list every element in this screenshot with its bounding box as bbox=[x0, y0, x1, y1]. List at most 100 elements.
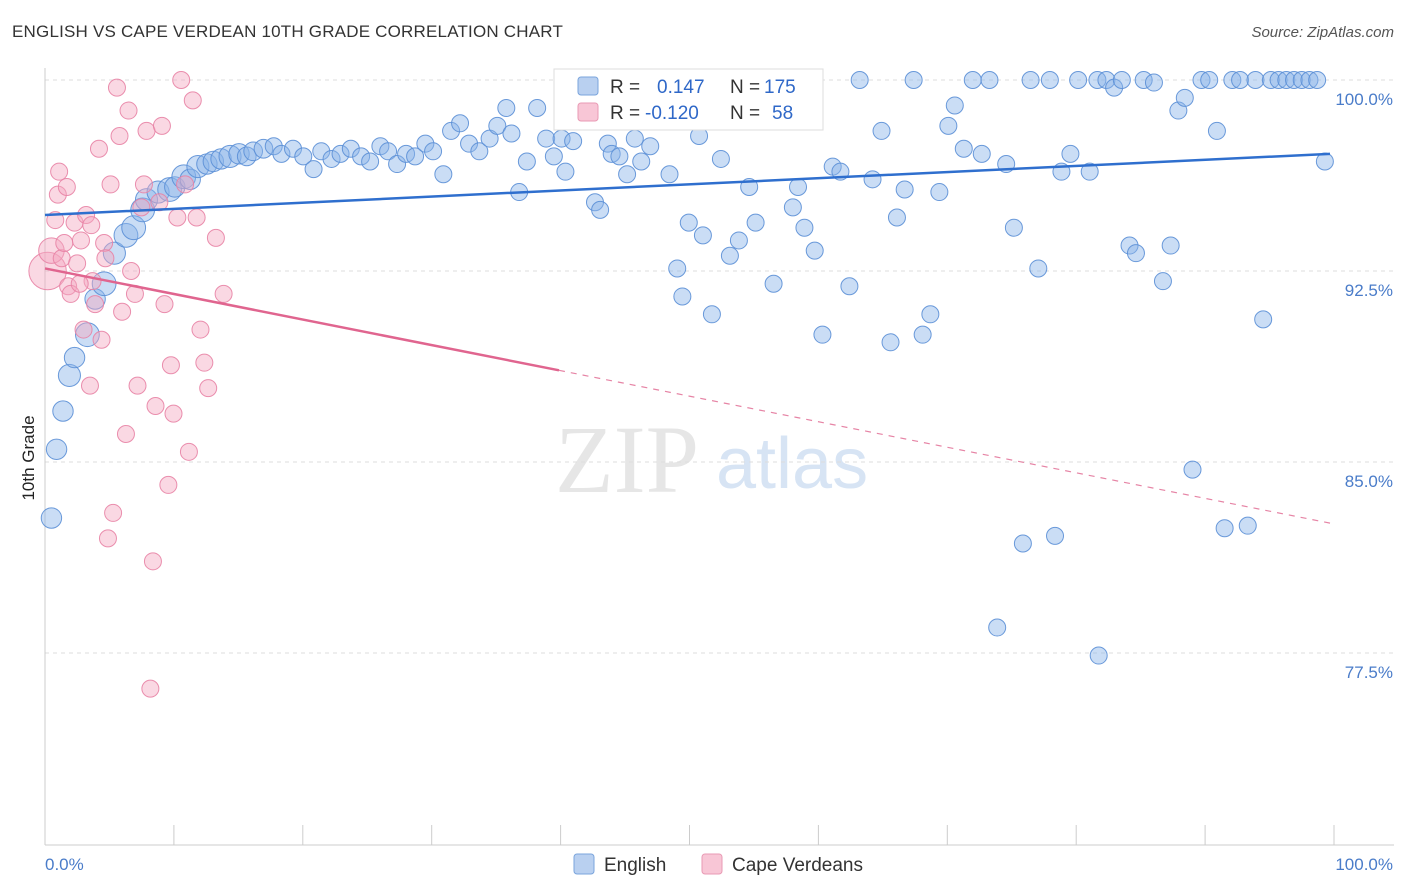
cape-verdean-point bbox=[187, 208, 206, 227]
english-point bbox=[872, 121, 891, 140]
cape-verdean-point bbox=[92, 330, 111, 349]
english-point bbox=[668, 259, 687, 278]
english-points bbox=[40, 71, 1334, 665]
cape-verdean-point bbox=[96, 249, 115, 268]
english-point bbox=[610, 147, 629, 166]
english-point bbox=[361, 152, 380, 171]
english-point bbox=[1269, 71, 1288, 89]
cape-verdean-point bbox=[199, 379, 218, 398]
english-point bbox=[887, 208, 906, 227]
cape-verdean-point bbox=[82, 216, 101, 235]
english-point bbox=[1207, 121, 1226, 140]
cape-verdean-point bbox=[164, 404, 183, 423]
english-point bbox=[45, 438, 68, 460]
english-point bbox=[939, 116, 958, 135]
cape-verdean-point bbox=[128, 376, 147, 395]
english-point bbox=[813, 325, 832, 344]
english-point bbox=[702, 305, 721, 324]
english-point bbox=[1277, 71, 1296, 89]
english-point bbox=[660, 165, 679, 184]
english-point bbox=[840, 277, 859, 296]
cape-verdean-point bbox=[132, 198, 151, 217]
cape-verdean-point bbox=[206, 228, 225, 247]
bottom-legend-label-cape: Cape Verdeans bbox=[732, 855, 863, 876]
english-point bbox=[388, 155, 407, 174]
cape-verdean-point bbox=[122, 262, 141, 280]
english-point bbox=[746, 213, 765, 232]
english-point bbox=[528, 99, 547, 118]
english-point bbox=[1134, 71, 1153, 89]
cape-verdean-point bbox=[55, 233, 74, 252]
english-point bbox=[1097, 71, 1116, 89]
english-point bbox=[470, 142, 489, 161]
english-point bbox=[434, 165, 453, 184]
cape-verdean-point bbox=[61, 284, 80, 303]
english-point bbox=[40, 507, 63, 529]
english-point bbox=[253, 138, 274, 159]
source-label: Source: ZipAtlas.com bbox=[1251, 24, 1394, 41]
cape-verdean-point bbox=[134, 175, 153, 194]
cape-verdean-point bbox=[113, 302, 132, 321]
english-point bbox=[63, 346, 86, 369]
top-legend: R = 0.147 N = 175 R = -0.120 N = 58 bbox=[553, 68, 824, 131]
english-point bbox=[1021, 71, 1040, 89]
bottom-legend-swatch-cape bbox=[701, 853, 723, 875]
legend-box bbox=[553, 68, 824, 131]
english-point bbox=[673, 287, 692, 306]
english-point bbox=[1126, 244, 1145, 263]
english-point bbox=[294, 147, 313, 166]
cape-verdean-point bbox=[143, 552, 162, 571]
english-point bbox=[556, 162, 575, 181]
english-point bbox=[497, 99, 516, 118]
english-point bbox=[1285, 71, 1304, 89]
english-point bbox=[179, 168, 201, 191]
english-point bbox=[954, 139, 973, 158]
english-point bbox=[1046, 526, 1065, 545]
english-point bbox=[1215, 519, 1234, 538]
english-point bbox=[202, 150, 225, 173]
english-point bbox=[1200, 71, 1219, 89]
english-point bbox=[1153, 272, 1172, 291]
chart-title: ENGLISH VS CAPE VERDEAN 10TH GRADE CORRE… bbox=[12, 22, 564, 41]
y-tick-label: 92.5% bbox=[1345, 281, 1393, 300]
cape-verdean-point bbox=[176, 175, 195, 194]
english-point bbox=[679, 213, 698, 232]
cape-verdean-point bbox=[95, 233, 114, 252]
cape-verdean-point bbox=[146, 396, 165, 415]
english-point bbox=[442, 121, 461, 140]
legend-r-value-english: 0.147 bbox=[657, 77, 705, 98]
english-point bbox=[341, 139, 360, 158]
cape-verdean-points bbox=[28, 71, 233, 698]
english-point bbox=[1004, 218, 1023, 237]
english-point bbox=[850, 71, 869, 89]
cape-verdean-point bbox=[183, 91, 202, 110]
cape-verdean-point bbox=[57, 177, 76, 196]
cape-verdean-point bbox=[191, 320, 210, 339]
cape-verdean-point bbox=[195, 353, 214, 372]
legend-swatch-english bbox=[577, 76, 599, 96]
english-point bbox=[980, 71, 999, 89]
english-point bbox=[537, 129, 556, 148]
cape-verdean-point bbox=[179, 442, 198, 461]
bottom-legend-label-english: English bbox=[604, 855, 666, 876]
english-point bbox=[564, 132, 583, 151]
english-point bbox=[805, 241, 824, 260]
english-point bbox=[795, 218, 814, 237]
english-point bbox=[972, 144, 991, 163]
english-point bbox=[416, 134, 435, 153]
english-point bbox=[591, 200, 610, 219]
english-point bbox=[1254, 310, 1273, 329]
english-point bbox=[57, 363, 81, 387]
cape-verdean-point bbox=[74, 320, 93, 339]
english-point bbox=[52, 400, 74, 422]
cape-verdean-point bbox=[68, 254, 87, 273]
english-point bbox=[331, 144, 350, 163]
cape-verdean-point bbox=[89, 139, 108, 158]
english-point bbox=[1192, 71, 1211, 89]
english-point bbox=[1246, 71, 1265, 89]
english-point bbox=[1029, 259, 1048, 278]
english-point bbox=[729, 231, 748, 250]
english-point bbox=[352, 147, 371, 166]
english-point bbox=[904, 71, 923, 89]
